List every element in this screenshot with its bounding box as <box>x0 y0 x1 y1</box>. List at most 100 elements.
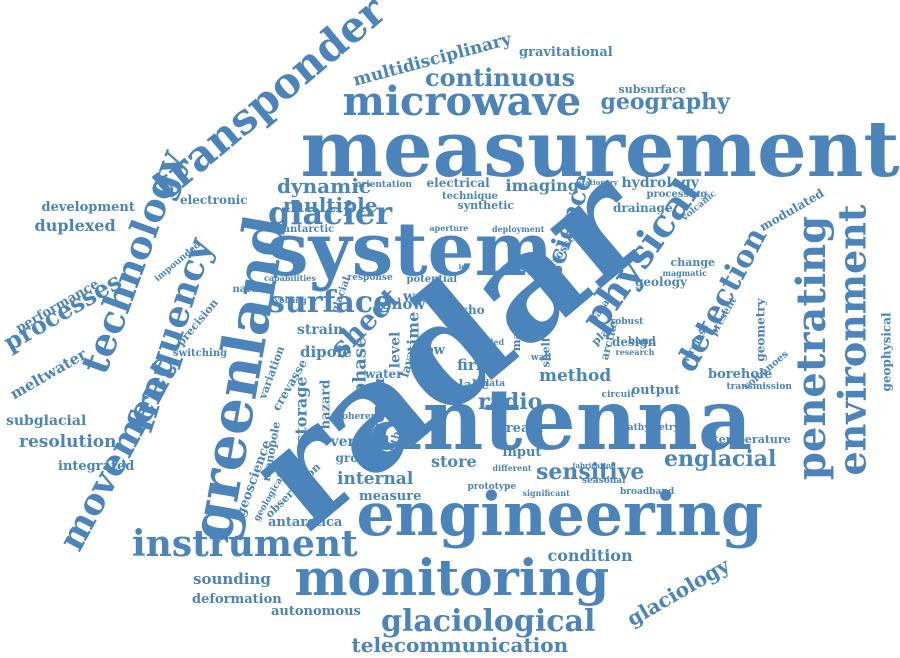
cloud-word-subsurface: subsurface <box>618 82 686 96</box>
cloud-word-glaciology: glaciology <box>622 553 734 631</box>
cloud-word-natural: natural <box>232 284 274 295</box>
cloud-word-microwave: microwave <box>342 78 582 125</box>
cloud-word-fabrication: fabrication <box>572 460 616 470</box>
cloud-word-firn: firn <box>457 355 487 374</box>
cloud-word-input: input <box>502 444 542 460</box>
cloud-word-synthetic: synthetic <box>457 198 515 212</box>
cloud-word-dipole: dipole <box>300 342 352 361</box>
cloud-word-ice: ice <box>458 261 470 271</box>
cloud-word-data: data <box>483 378 506 389</box>
cloud-word-snow: snow <box>383 294 426 313</box>
cloud-word-prototype: prototype <box>467 481 517 492</box>
cloud-word-measure: measure <box>359 488 422 504</box>
cloud-word-store: store <box>431 452 477 471</box>
cloud-word-geography: geography <box>600 89 730 115</box>
cloud-word-duplexed: duplexed <box>34 216 116 235</box>
cloud-word-internal: internal <box>337 468 414 489</box>
cloud-word-development: development <box>41 199 135 215</box>
cloud-word-folded: folded <box>476 337 505 347</box>
cloud-word-subglacial: subglacial <box>6 413 87 429</box>
cloud-word-design: design <box>612 335 657 349</box>
cloud-word-sensitive: sensitive <box>536 459 645 485</box>
cloud-word-deployment: deployment <box>492 224 545 234</box>
cloud-word-robust: robust <box>610 316 644 327</box>
cloud-word-monitoring: monitoring <box>294 548 610 607</box>
cloud-word-orientation: orientation <box>355 179 413 190</box>
cloud-word-electronic: electronic <box>180 193 248 207</box>
cloud-word-processing: processing <box>646 189 708 200</box>
cloud-word-switching: switching <box>173 348 228 359</box>
cloud-word-integrated: integrated <box>58 458 135 474</box>
cloud-word-aperture: aperture <box>429 223 469 233</box>
cloud-word-glaciological: glaciological <box>381 604 596 639</box>
cloud-word-coherent: coherent <box>336 411 382 422</box>
cloud-word-multiple: multiple <box>283 193 378 217</box>
cloud-word-geophysical: geophysical <box>879 312 894 392</box>
cloud-word-output: output <box>631 382 681 398</box>
cloud-word-penetrating: penetrating <box>788 215 836 481</box>
cloud-word-transmission: transmission <box>726 381 792 392</box>
cloud-word-sounding: sounding <box>193 569 271 588</box>
cloud-word-significant: significant <box>522 488 570 498</box>
cloud-word-deformation: deformation <box>192 591 282 607</box>
cloud-word-radio: radio <box>478 389 543 415</box>
cloud-word-continuous: continuous <box>425 63 576 92</box>
cloud-word-change: change <box>670 255 716 269</box>
cloud-word-surface: surface <box>268 285 393 320</box>
cloud-word-dynamic: dynamic <box>277 174 372 198</box>
cloud-word-different: different <box>492 463 532 473</box>
cloud-word-ground: ground <box>335 451 385 465</box>
cloud-word-autonomous: autonomous <box>271 603 361 619</box>
cloud-word-antenna: antenna <box>368 370 753 469</box>
cloud-word-englacial: englacial <box>664 446 777 472</box>
cloud-word-antarctic: antarctic <box>283 224 335 235</box>
cloud-word-echo: echo <box>453 303 485 317</box>
cloud-word-research: research <box>615 347 655 357</box>
cloud-word-evolving: evolving <box>269 295 307 305</box>
cloud-word-geometry: geometry <box>753 298 768 362</box>
cloud-word-potential: potential <box>406 274 458 285</box>
cloud-word-imaging: imaging <box>505 176 579 195</box>
cloud-word-antarctica: antarctica <box>268 514 343 530</box>
cloud-word-method: method <box>539 365 612 386</box>
cloud-word-seasonal: seasonal <box>582 475 626 486</box>
cloud-word-response: response <box>347 272 393 283</box>
cloud-word-hydrology: hydrology <box>621 175 699 191</box>
cloud-word-instrument: instrument <box>132 523 358 565</box>
cloud-word-bathymetry: bathymetry <box>621 422 679 433</box>
cloud-word-hazard: hazard <box>318 379 334 429</box>
cloud-word-storage: storage <box>291 376 311 444</box>
cloud-word-band: band <box>628 336 656 347</box>
cloud-word-condition: condition <box>547 546 633 565</box>
cloud-word-measurement: measurement <box>300 104 900 195</box>
cloud-word-borehole: borehole <box>708 366 773 382</box>
cloud-word-magmatic: magmatic <box>662 268 708 278</box>
cloud-word-geology: geology <box>635 275 687 289</box>
cloud-word-vertical: vertical <box>330 434 390 450</box>
cloud-word-strain: strain <box>297 322 344 338</box>
cloud-word-wave: wave <box>403 289 442 305</box>
cloud-word-gravitational: gravitational <box>519 44 613 60</box>
cloud-word-flow: flow <box>415 342 445 358</box>
cloud-word-stream: stream <box>492 420 544 436</box>
cloud-word-meltwater: meltwater <box>6 344 90 403</box>
cloud-word-capabilities: capabilities <box>264 273 316 283</box>
cloud-word-telecommunication: telecommunication <box>351 633 569 657</box>
cloud-word-drainage: drainage <box>613 201 673 215</box>
cloud-word-lake: lake <box>458 377 490 393</box>
cloud-word-engineering: engineering <box>356 480 764 550</box>
cloud-word-stationary: stationary <box>578 177 618 187</box>
cloud-word-sensor: sensor <box>369 375 388 431</box>
cloud-word-system: system <box>267 207 553 293</box>
cloud-word-phase: phase <box>348 336 370 396</box>
cloud-word-mass: mass <box>509 319 523 351</box>
cloud-word-water: water <box>365 367 403 381</box>
cloud-word-electrical: electrical <box>426 176 490 190</box>
cloud-word-technique: technique <box>442 191 499 202</box>
cloud-word-temperature: temperature <box>713 432 791 446</box>
cloud-word-circuit: circuit <box>601 389 635 400</box>
cloud-word-environment: environment <box>828 204 874 476</box>
cloud-word-wall: wall <box>531 352 552 363</box>
cloud-word-broadband: broadband <box>620 486 675 497</box>
